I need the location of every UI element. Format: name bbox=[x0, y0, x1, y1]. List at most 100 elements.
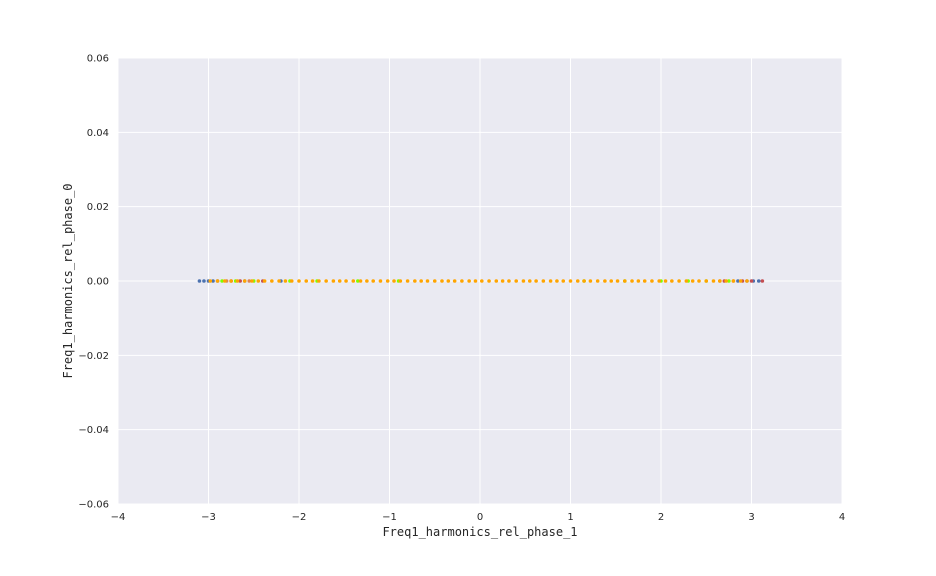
data-point bbox=[235, 279, 240, 283]
data-point bbox=[684, 279, 689, 283]
data-point bbox=[344, 279, 348, 283]
x-tick-label: −4 bbox=[111, 512, 126, 523]
x-tick-label: −3 bbox=[201, 512, 216, 523]
data-point bbox=[527, 279, 532, 283]
data-point bbox=[460, 279, 464, 283]
grid-lines bbox=[117, 57, 843, 505]
data-point bbox=[425, 279, 430, 283]
data-point bbox=[534, 279, 538, 283]
data-point bbox=[289, 279, 294, 283]
data-point bbox=[208, 279, 213, 283]
data-point bbox=[595, 279, 600, 283]
data-point bbox=[582, 279, 586, 283]
data-point bbox=[749, 279, 754, 283]
data-point bbox=[385, 279, 390, 283]
data-point bbox=[480, 279, 484, 283]
data-point bbox=[575, 279, 580, 283]
data-point bbox=[760, 279, 765, 283]
y-tick-label: 0.04 bbox=[87, 128, 109, 139]
data-point bbox=[670, 279, 674, 283]
data-point bbox=[630, 279, 634, 283]
data-point bbox=[727, 279, 731, 283]
y-tick-label: −0.04 bbox=[78, 425, 109, 436]
data-point bbox=[283, 279, 288, 283]
data-point bbox=[215, 279, 220, 283]
data-point bbox=[446, 279, 451, 283]
data-point bbox=[500, 279, 505, 283]
data-point bbox=[277, 279, 281, 283]
data-point bbox=[242, 279, 247, 283]
y-tick-label: 0.02 bbox=[87, 202, 109, 213]
data-point bbox=[568, 279, 573, 283]
data-point bbox=[494, 279, 499, 283]
data-point bbox=[724, 279, 728, 283]
data-point bbox=[371, 279, 376, 283]
data-point bbox=[663, 279, 668, 283]
data-point bbox=[378, 279, 383, 283]
data-point bbox=[324, 279, 328, 283]
y-tick-label: 0.06 bbox=[87, 54, 109, 65]
data-point bbox=[514, 279, 518, 283]
data-point bbox=[615, 279, 620, 283]
data-point bbox=[690, 279, 695, 283]
y-tick-label: −0.06 bbox=[78, 500, 109, 511]
data-point bbox=[452, 279, 457, 283]
data-point bbox=[736, 279, 740, 283]
data-point bbox=[197, 279, 202, 283]
data-point bbox=[310, 279, 315, 283]
data-point bbox=[331, 279, 336, 283]
x-tick-label: 1 bbox=[567, 512, 573, 523]
data-point bbox=[304, 279, 309, 283]
x-tick-label: −1 bbox=[382, 512, 397, 523]
data-point bbox=[521, 279, 526, 283]
data-point bbox=[711, 279, 716, 283]
data-point bbox=[398, 279, 403, 283]
data-point bbox=[738, 279, 743, 283]
data-point bbox=[250, 279, 254, 283]
data-point bbox=[262, 279, 267, 283]
data-point bbox=[358, 279, 363, 283]
data-point bbox=[609, 279, 614, 283]
data-point bbox=[413, 279, 417, 283]
y-tick-label: 0.00 bbox=[87, 277, 109, 288]
data-point bbox=[650, 279, 654, 283]
x-tick-label: 4 bbox=[839, 512, 845, 523]
data-point bbox=[297, 279, 301, 283]
y-axis-label: Freq1_harmonics_rel_phase_0 bbox=[61, 183, 75, 378]
y-tick-label: −0.02 bbox=[78, 351, 109, 362]
data-point bbox=[548, 279, 553, 283]
data-point bbox=[467, 279, 471, 283]
x-tick-label: 3 bbox=[748, 512, 754, 523]
x-axis-label: Freq1_harmonics_rel_phase_1 bbox=[382, 525, 577, 539]
data-point bbox=[220, 279, 224, 283]
data-point bbox=[222, 279, 227, 283]
data-point bbox=[697, 279, 701, 283]
data-point bbox=[704, 279, 709, 283]
x-tick-label: 0 bbox=[477, 512, 483, 523]
data-point bbox=[473, 279, 478, 283]
data-point bbox=[238, 279, 242, 283]
data-point bbox=[365, 279, 369, 283]
data-point bbox=[440, 279, 444, 283]
data-point bbox=[356, 279, 360, 283]
x-tick-label: −2 bbox=[292, 512, 307, 523]
data-point bbox=[202, 279, 206, 283]
data-point bbox=[392, 279, 396, 283]
data-point bbox=[256, 279, 261, 283]
data-point bbox=[623, 279, 627, 283]
data-point bbox=[211, 279, 215, 283]
data-point bbox=[731, 279, 736, 283]
data-point bbox=[588, 279, 593, 283]
x-tick-labels: −4 −3 −2 −1 0 1 2 3 4 bbox=[111, 512, 846, 523]
x-tick-label: 2 bbox=[658, 512, 664, 523]
data-point bbox=[337, 279, 342, 283]
data-point bbox=[636, 279, 641, 283]
data-point bbox=[561, 279, 566, 283]
data-point bbox=[405, 279, 410, 283]
data-point bbox=[247, 279, 252, 283]
data-point bbox=[432, 279, 437, 283]
data-point bbox=[756, 279, 761, 283]
data-points bbox=[197, 279, 765, 283]
data-point bbox=[541, 279, 546, 283]
